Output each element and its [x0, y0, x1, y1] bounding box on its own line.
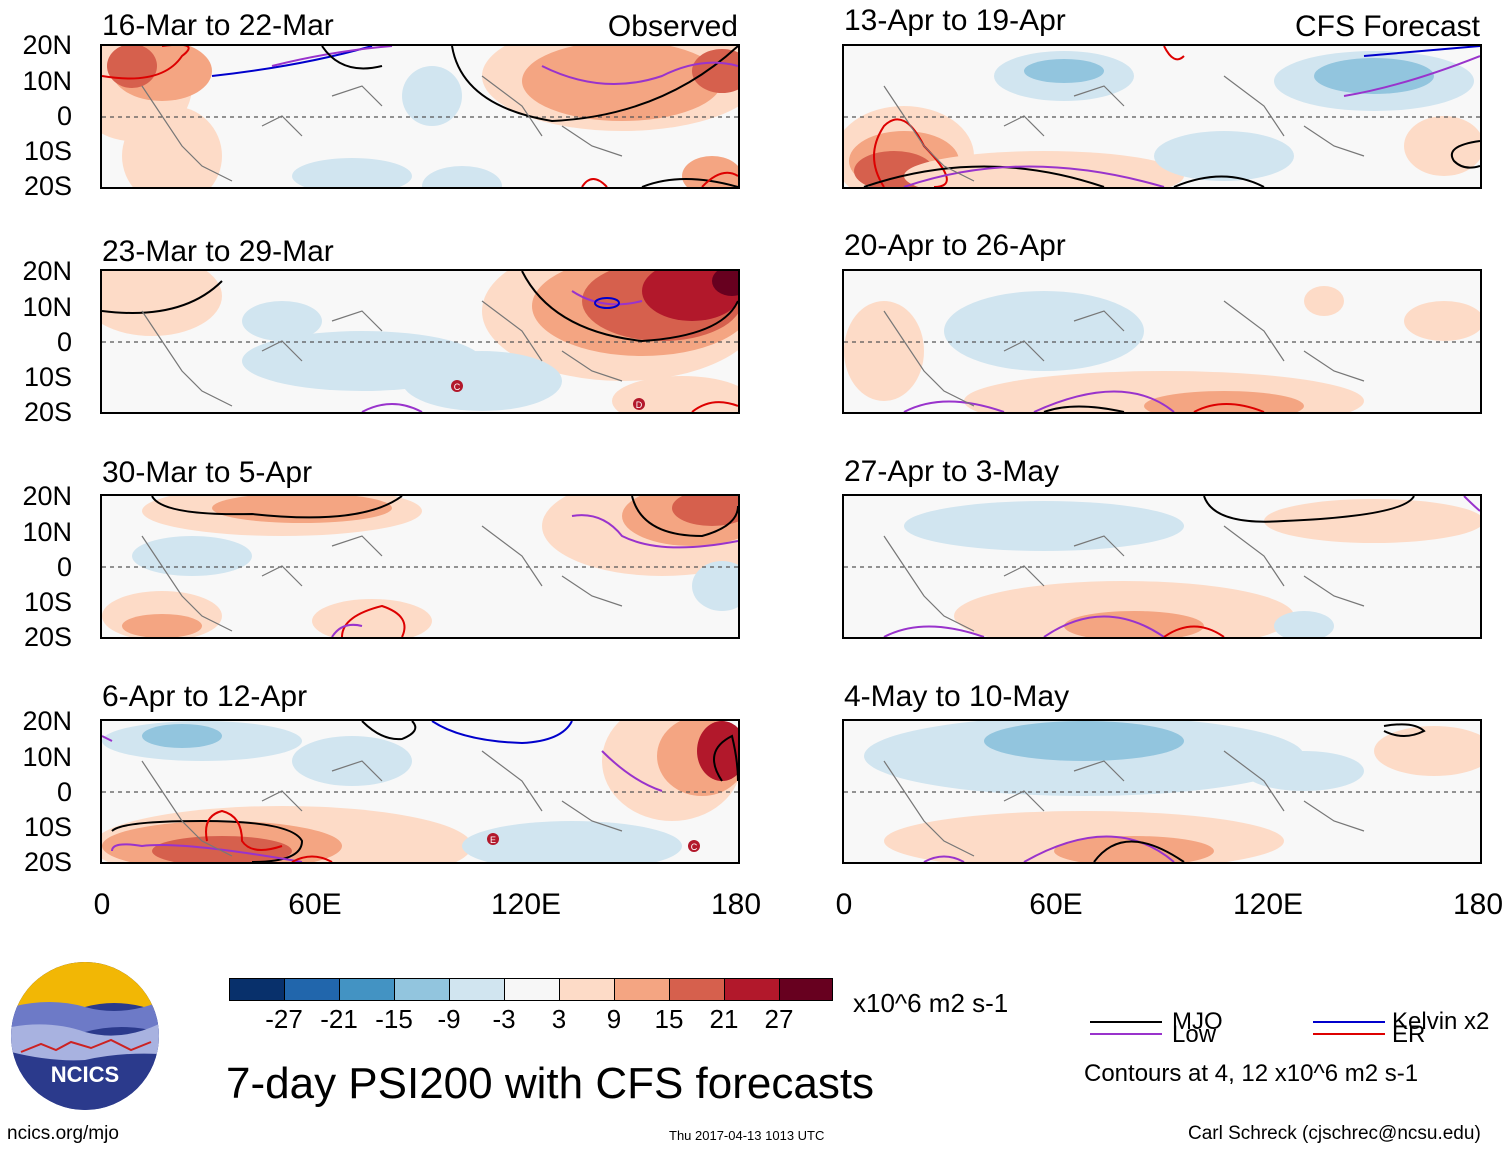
colorbar-units: x10^6 m2 s-1 [853, 988, 1009, 1018]
map-observed-4: E C [100, 719, 740, 864]
contours-note: Contours at 4, 12 x10^6 m2 s-1 [1084, 1060, 1419, 1087]
colorbar-swatch [284, 978, 340, 1001]
map-forecast-1 [842, 44, 1482, 189]
colorbar-tick: 27 [764, 1004, 794, 1034]
lat-label: 0 [56, 552, 72, 582]
ncics-logo: NCICS [11, 962, 159, 1110]
colorbar-swatch [394, 978, 450, 1001]
lat-label: 20N [22, 30, 72, 60]
lat-label: 10S [23, 362, 72, 392]
lat-label: 20N [22, 256, 72, 286]
lat-label: 20S [23, 171, 72, 201]
lat-label: 20N [22, 706, 72, 736]
lat-label: 0 [56, 327, 72, 357]
map-observed-1 [100, 44, 740, 189]
colorbar-swatch [229, 978, 285, 1001]
map-forecast-4 [842, 719, 1482, 864]
lat-label: 10N [22, 742, 72, 772]
storm-marker-label: C [691, 842, 698, 852]
panel-title-obs-1: 16-Mar to 22-Mar [102, 9, 334, 42]
lat-label: 10S [23, 136, 72, 166]
legend-mjo-line [1090, 1021, 1162, 1023]
lon-label: 180 [1452, 888, 1504, 921]
map-forecast-2 [842, 269, 1482, 414]
colorbar-tick: -27 [265, 1004, 303, 1034]
storm-marker-label: E [490, 835, 496, 845]
lat-label: 0 [56, 101, 72, 131]
storm-marker [451, 380, 463, 392]
map-observed-3 [100, 494, 740, 639]
lon-label: 180 [710, 888, 762, 921]
colorbar-tick: 9 [606, 1004, 622, 1034]
panel-title-obs-4: 6-Apr to 12-Apr [102, 680, 308, 713]
website-link[interactable]: ncics.org/mjo [7, 1123, 119, 1144]
colorbar-swatch [504, 978, 560, 1001]
legend-kelvin-label: Kelvin x2 [1392, 1008, 1490, 1035]
colorbar-tick: 15 [654, 1004, 684, 1034]
lat-label: 10N [22, 66, 72, 96]
storm-marker [688, 840, 700, 852]
panel-title-fcst-1: 13-Apr to 19-Apr [844, 4, 1066, 37]
map-observed-2: C D [100, 269, 740, 414]
lat-label: 20S [23, 397, 72, 427]
legend-low-line [1090, 1033, 1162, 1035]
colorbar-tick: -15 [375, 1004, 413, 1034]
colorbar-swatch [559, 978, 615, 1001]
colorbar-tick: 3 [551, 1004, 567, 1034]
lon-label: 0 [835, 888, 853, 921]
lat-label: 20S [23, 847, 72, 877]
colorbar-swatch [339, 978, 395, 1001]
legend-er-line [1313, 1033, 1385, 1035]
map-forecast-3 [842, 494, 1482, 639]
lat-label: 10N [22, 292, 72, 322]
observed-header: Observed [607, 10, 738, 43]
storm-marker-label: D [636, 400, 643, 410]
storm-marker [487, 833, 499, 845]
colorbar-tick: -21 [320, 1004, 358, 1034]
lat-label: 20N [22, 481, 72, 511]
colorbar-swatch [614, 978, 670, 1001]
forecast-header: CFS Forecast [1294, 10, 1480, 43]
logo-text: NCICS [51, 1062, 119, 1087]
author-credit: Carl Schreck (cjschrec@ncsu.edu) [1188, 1123, 1481, 1144]
legend-kelvin-line [1313, 1021, 1385, 1023]
legend-er-label: ER [1392, 1021, 1426, 1048]
panel-title-fcst-2: 20-Apr to 26-Apr [844, 229, 1066, 262]
colorbar-swatch [449, 978, 505, 1001]
lat-label: 0 [56, 777, 72, 807]
lon-label: 120E [1232, 888, 1304, 921]
storm-marker [633, 398, 645, 410]
lon-label: 60E [1029, 888, 1083, 921]
colorbar-swatch [724, 978, 780, 1001]
panel-title-obs-3: 30-Mar to 5-Apr [102, 456, 313, 489]
panel-title-fcst-4: 4-May to 10-May [844, 680, 1070, 713]
panel-title-fcst-3: 27-Apr to 3-May [844, 455, 1060, 488]
timestamp: Thu 2017-04-13 1013 UTC [669, 1128, 825, 1143]
lat-label: 10S [23, 812, 72, 842]
lat-label: 10N [22, 517, 72, 547]
lon-label: 0 [93, 888, 111, 921]
main-title: 7-day PSI200 with CFS forecasts [226, 1059, 875, 1108]
colorbar-swatch [669, 978, 725, 1001]
colorbar-tick: -3 [492, 1004, 516, 1034]
storm-marker-label: C [454, 382, 461, 392]
colorbar-tick: -9 [437, 1004, 461, 1034]
lat-label: 20S [23, 622, 72, 652]
legend-low-label: Low [1172, 1021, 1217, 1048]
legend-mjo-label: MJO [1172, 1008, 1223, 1035]
lon-label: 60E [288, 888, 342, 921]
panel-title-obs-2: 23-Mar to 29-Mar [102, 235, 334, 268]
lon-label: 120E [490, 888, 562, 921]
colorbar-tick: 21 [709, 1004, 739, 1034]
colorbar-swatch [779, 978, 833, 1001]
lat-label: 10S [23, 587, 72, 617]
